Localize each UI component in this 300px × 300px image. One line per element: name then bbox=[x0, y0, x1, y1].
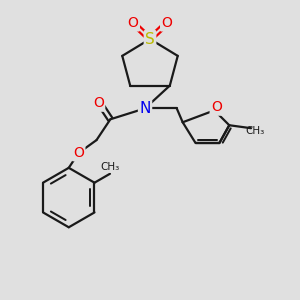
Text: N: N bbox=[140, 101, 151, 116]
Text: O: O bbox=[128, 16, 139, 30]
Text: O: O bbox=[211, 100, 222, 114]
Text: O: O bbox=[93, 96, 104, 110]
Text: CH₃: CH₃ bbox=[100, 162, 120, 172]
Text: O: O bbox=[161, 16, 172, 30]
Text: O: O bbox=[73, 146, 84, 160]
Text: S: S bbox=[145, 32, 155, 46]
Text: CH₃: CH₃ bbox=[245, 126, 265, 136]
